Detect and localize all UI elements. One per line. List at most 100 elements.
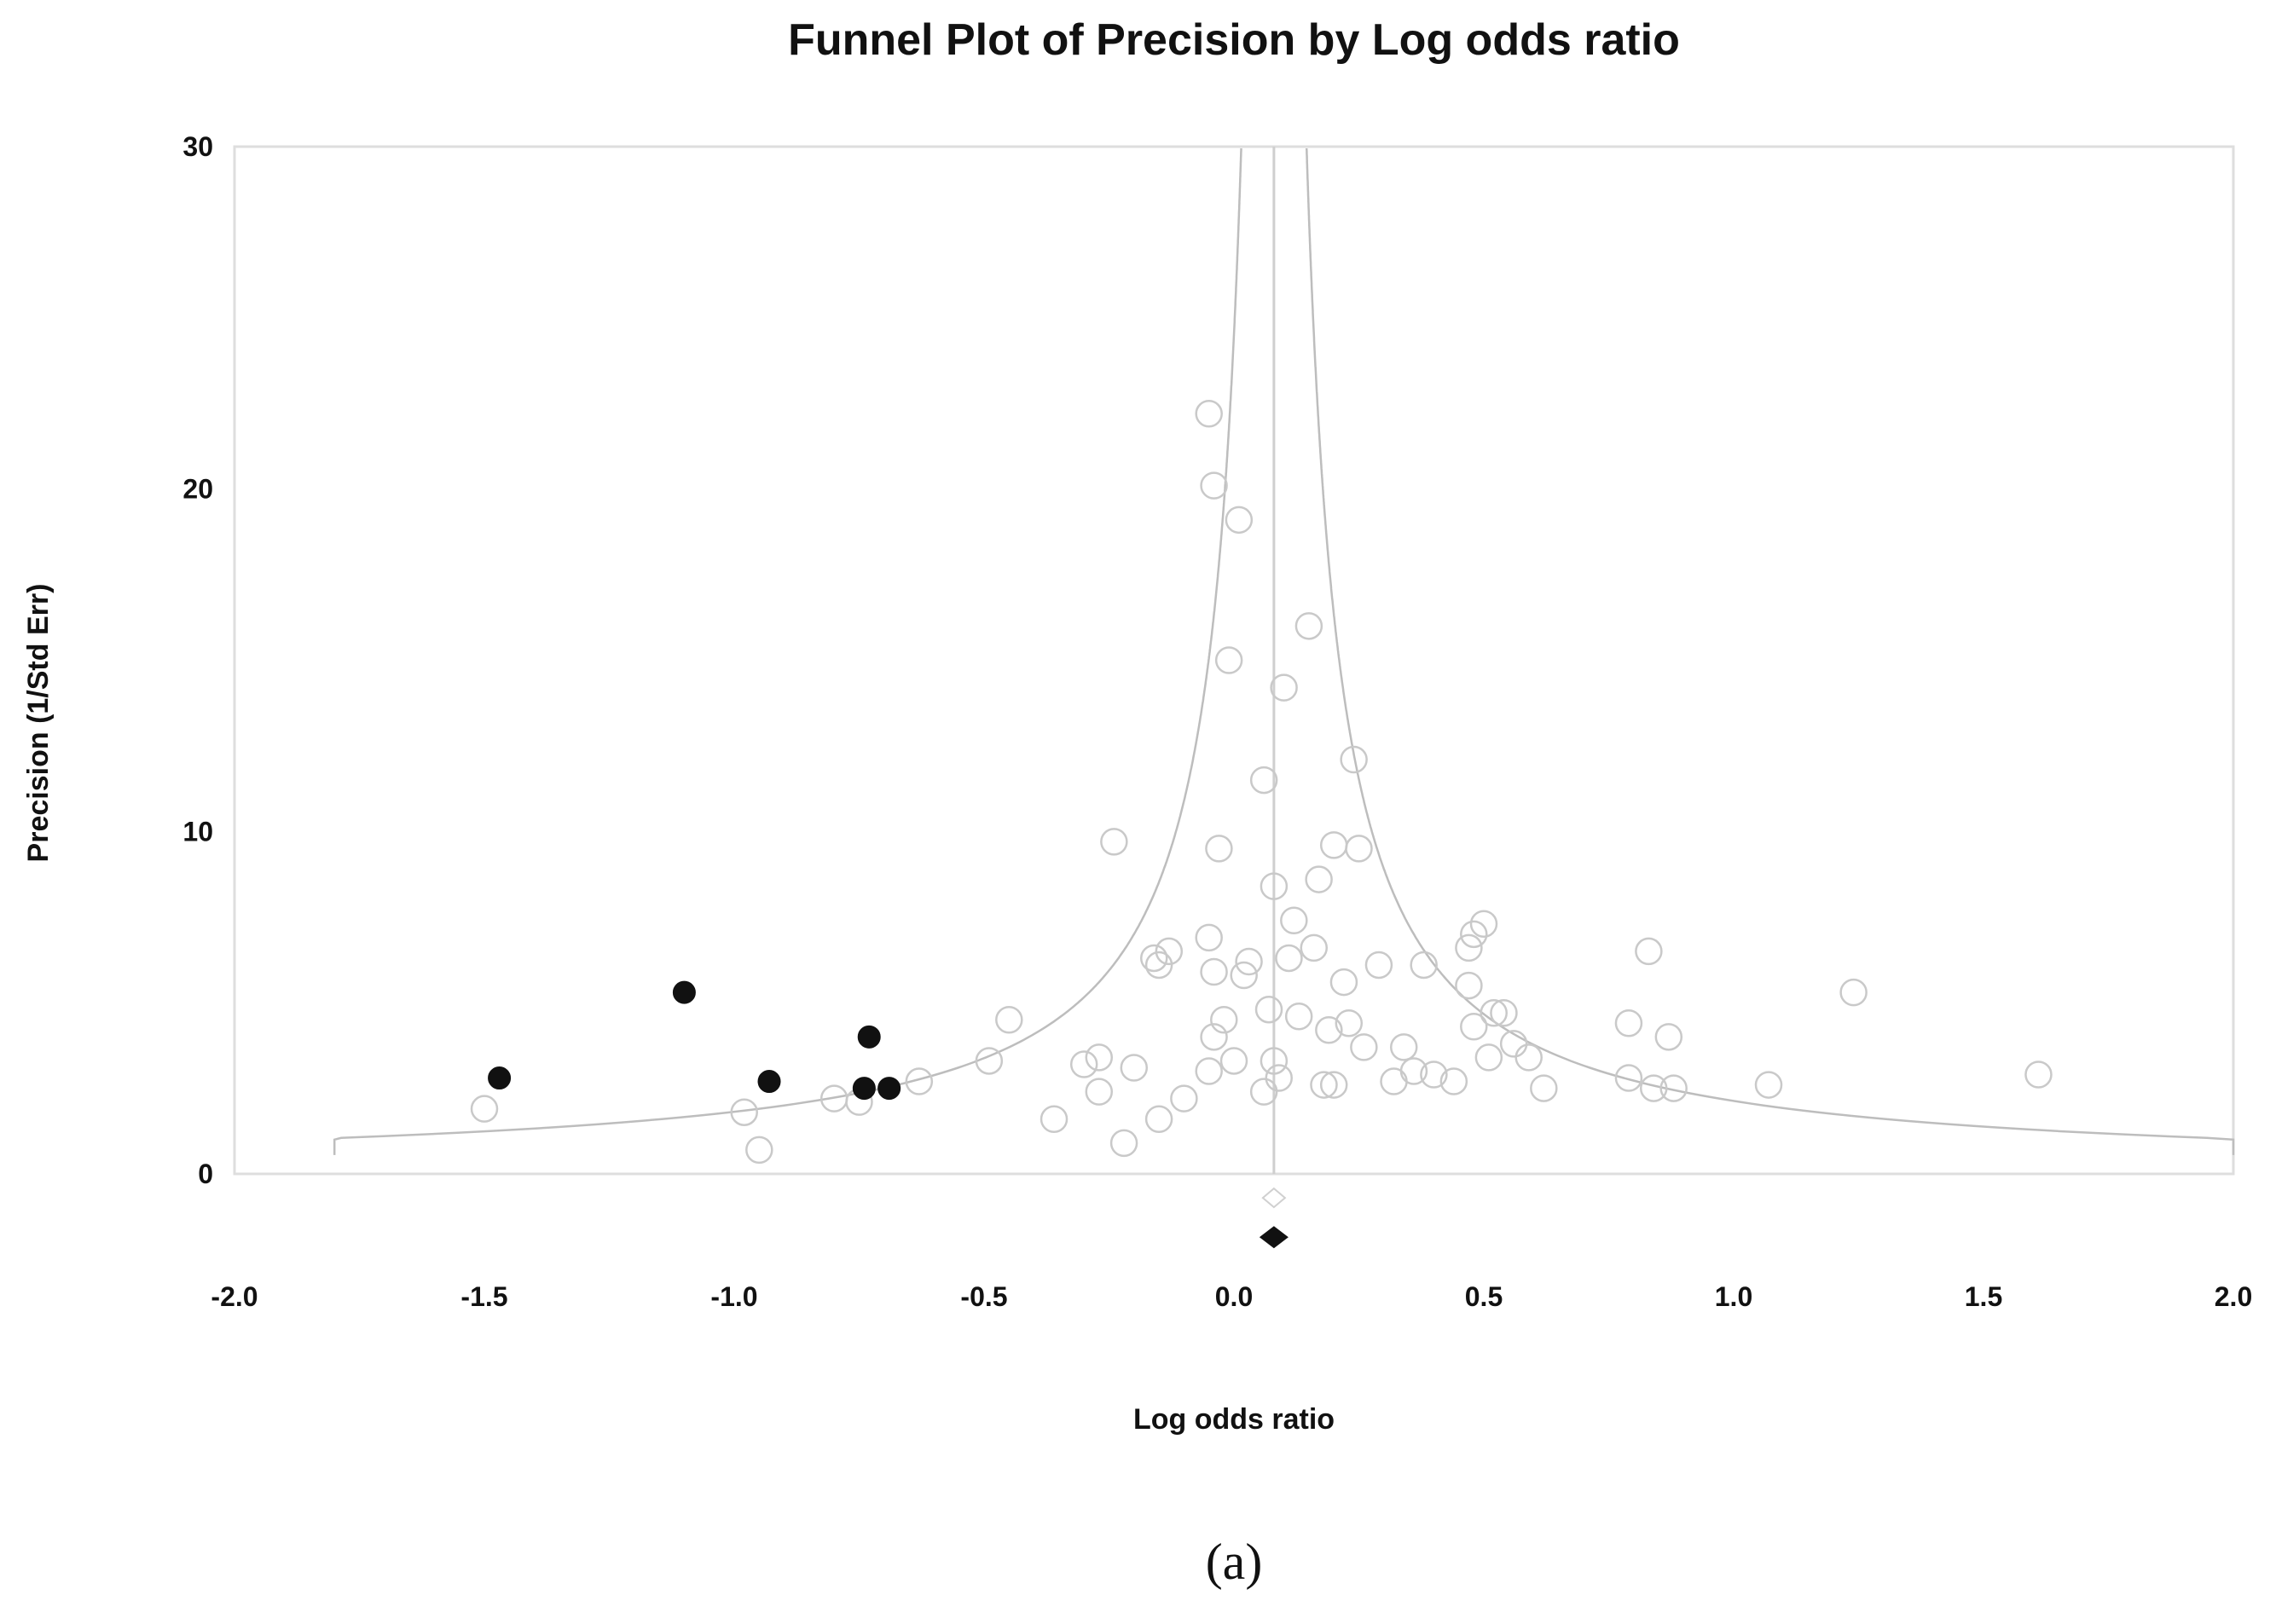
observed-study-point [1205,835,1233,863]
observed-study-point [1420,1061,1448,1089]
observed-study-point [1340,745,1368,774]
observed-study-point [1260,1047,1289,1075]
observed-study-point [1085,1043,1114,1072]
observed-study-point [1260,872,1289,900]
observed-study-point [1294,612,1323,640]
imputed-study-point [488,1066,512,1090]
observed-study-point [1120,1054,1149,1082]
observed-study-point [1300,933,1329,962]
observed-study-point [905,1067,934,1095]
observed-study-point [745,1136,773,1165]
imputed-study-point [857,1025,881,1049]
observed-study-point [1200,957,1228,986]
observed-study-point [1335,1009,1364,1037]
x-tick-label: -1.5 [460,1281,507,1312]
observed-study-point [1284,1002,1313,1031]
observed-study-point [1614,1064,1643,1092]
y-tick-label: 10 [182,816,213,847]
observed-study-point [1514,1043,1543,1072]
observed-study-point [1310,1071,1338,1099]
observed-study-point [1364,951,1393,980]
observed-study-point [730,1098,758,1126]
observed-study-point [1469,910,1498,939]
observed-study-point [1754,1071,1783,1099]
observed-study-point [1085,1078,1114,1106]
observed-study-point [1195,923,1223,952]
observed-study-point [1275,944,1303,973]
y-tick-label: 0 [198,1159,213,1189]
x-tick-labels: -2.0 -1.5 -1.0 -0.5 0.0 0.5 1.0 1.5 2.0 [211,1281,2252,1312]
y-tick-label: 20 [182,474,213,505]
observed-study-point [1144,951,1173,980]
observed-study-point [1225,506,1254,535]
observed-study-point [1254,995,1283,1024]
observed-study-point [1614,1009,1643,1037]
observed-study-point [1635,937,1663,966]
x-tick-label: 1.0 [1715,1281,1752,1312]
observed-study-point [1399,1057,1428,1085]
observed-study-point [1249,1078,1278,1106]
observed-study-point [1109,1129,1138,1158]
observed-study-point [1455,933,1483,962]
observed-study-point [1210,1006,1238,1034]
observed-study-point [1214,646,1243,674]
x-tick-label: 0.5 [1465,1281,1503,1312]
imputed-study-point [877,1077,901,1101]
observed-study-point [1230,961,1258,990]
y-axis-title: Precision (1/Std Err) [22,584,55,863]
observed-study-point [470,1095,499,1123]
observed-study-point [1155,937,1184,966]
observed-study-point [1350,1033,1378,1061]
observed-study-point [1460,920,1488,949]
observed-study-point [1280,906,1308,935]
funnel-lines [333,147,2235,1174]
x-tick-label: -0.5 [960,1281,1007,1312]
observed-study-point [1490,998,1518,1027]
observed-study-point [1530,1074,1558,1102]
observed-study-point [1170,1084,1198,1113]
observed-summary-diamond [1261,1187,1287,1209]
funnel-line-left [333,148,1242,1155]
observed-study-point [1480,998,1508,1027]
y-tick-label: 30 [182,131,213,162]
figure-caption: (a) [1206,1534,1263,1590]
observed-study-point [2024,1061,2053,1089]
observed-study-point [1460,1013,1488,1041]
observed-study-point [995,1006,1023,1034]
observed-study-point [1040,1105,1069,1133]
observed-study-point [975,1047,1004,1075]
x-tick-label: 1.5 [1965,1281,2002,1312]
observed-study-point [1659,1074,1688,1102]
y-tick-labels: 0 10 20 30 [182,131,213,1189]
observed-study-point [1249,766,1278,795]
funnel-line-right [1305,147,2235,1155]
x-tick-label: 0.0 [1215,1281,1253,1312]
observed-study-point [1265,1064,1293,1092]
observed-study-point [1329,968,1358,997]
x-axis-title: Log odds ratio [1133,1403,1335,1436]
observed-study-point [1639,1074,1668,1102]
observed-study-point [1144,1105,1173,1133]
imputed-study-point [672,980,696,1004]
observed-study-point [1305,865,1333,893]
observed-study-point [1410,951,1438,980]
observed-study-point [1219,1047,1248,1075]
observed-study-point [1195,1057,1223,1085]
summary-estimates [1259,1187,1289,1249]
observed-study-point [1474,1043,1503,1072]
observed-study-point [1455,971,1483,1000]
observed-study-point [1195,400,1223,428]
study-points [470,400,2053,1165]
observed-study-point [1345,835,1373,863]
x-tick-label: 2.0 [2215,1281,2252,1312]
observed-study-point [1839,978,1868,1007]
observed-study-point [1100,828,1128,856]
x-tick-label: -1.0 [710,1281,757,1312]
chart-title: Funnel Plot of Precision by Log odds rat… [788,15,1680,65]
imputed-study-point [757,1070,781,1094]
adjusted-summary-diamond [1259,1226,1289,1249]
observed-study-point [1499,1030,1528,1058]
observed-study-point [1654,1023,1683,1051]
